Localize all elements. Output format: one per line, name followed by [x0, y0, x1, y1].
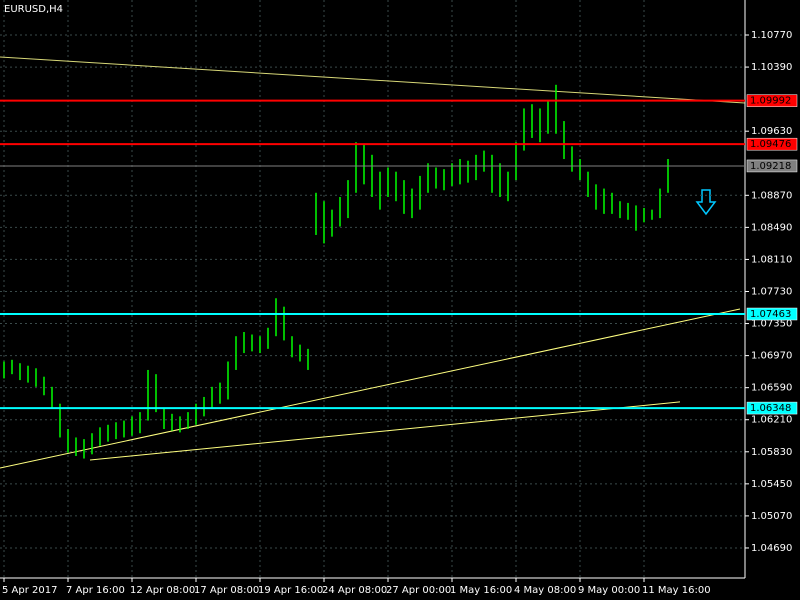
x-tick-label: 11 May 16:00 — [642, 585, 711, 596]
level-label: 1.06348 — [750, 403, 791, 414]
y-tick-label: 1.06590 — [751, 383, 792, 394]
x-tick-label: 27 Apr 00:00 — [386, 585, 451, 596]
y-tick-label: 1.09630 — [751, 126, 792, 137]
y-tick-label: 1.06970 — [751, 351, 792, 362]
x-tick-label: 17 Apr 08:00 — [194, 585, 259, 596]
trend-line — [89, 401, 681, 461]
x-tick-label: 7 Apr 16:00 — [66, 585, 125, 596]
trend-line — [0, 56, 745, 104]
level-tag — [746, 401, 798, 415]
y-tick-label: 1.05450 — [751, 479, 792, 490]
sell-arrow — [695, 189, 717, 216]
x-tick-label: 5 Apr 2017 — [2, 585, 57, 596]
y-tick-label: 1.10390 — [751, 62, 792, 73]
level-tag — [746, 159, 798, 173]
level-label: 1.09476 — [750, 139, 791, 150]
x-tick-label: 12 Apr 08:00 — [130, 585, 195, 596]
chart-title: EURUSD,H4 — [4, 4, 63, 15]
level-tag — [746, 307, 798, 321]
y-tick-label: 1.08110 — [751, 254, 792, 265]
level-label: 1.09992 — [750, 96, 791, 107]
y-tick-label: 1.06210 — [751, 415, 792, 426]
y-tick-label: 1.05830 — [751, 447, 792, 458]
x-tick-label: 4 May 08:00 — [514, 585, 576, 596]
x-tick-label: 1 May 16:00 — [450, 585, 512, 596]
y-tick-label: 1.07350 — [751, 319, 792, 330]
x-tick-label: 9 May 00:00 — [578, 585, 640, 596]
y-tick-label: 1.04690 — [751, 543, 792, 554]
level-label: 1.07463 — [750, 309, 791, 320]
x-tick-label: 19 Apr 16:00 — [258, 585, 323, 596]
level-label: 1.09218 — [750, 161, 791, 172]
y-tick-label: 1.05070 — [751, 511, 792, 522]
y-tick-label: 1.10770 — [751, 30, 792, 41]
level-tag — [746, 137, 798, 151]
trend-line — [0, 308, 741, 469]
level-tag — [746, 94, 798, 107]
y-tick-label: 1.07730 — [751, 286, 792, 297]
y-tick-label: 1.08490 — [751, 222, 792, 233]
y-tick-label: 1.08870 — [751, 190, 792, 201]
x-tick-label: 24 Apr 08:00 — [322, 585, 387, 596]
